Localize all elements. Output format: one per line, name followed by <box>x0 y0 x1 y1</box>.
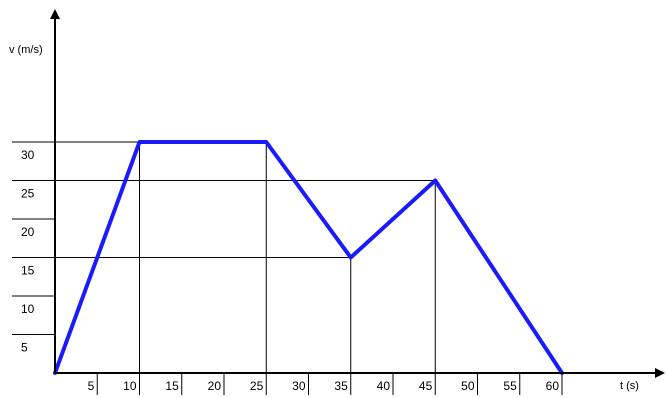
x-tick-label-15: 15 <box>165 379 179 393</box>
x-tick-label-10: 10 <box>123 379 137 393</box>
y-tick-label-15: 15 <box>21 264 35 278</box>
x-tick-label-25: 25 <box>250 379 264 393</box>
y-axis-label: v (m/s) <box>9 44 43 56</box>
x-tick-label-40: 40 <box>377 379 391 393</box>
y-tick-label-25: 25 <box>21 187 35 201</box>
x-tick-label-30: 30 <box>292 379 306 393</box>
reference-lines <box>55 141 436 373</box>
x-tick-label-55: 55 <box>503 379 517 393</box>
x-tick-label-35: 35 <box>334 379 348 393</box>
x-axis-label: t (s) <box>620 380 639 392</box>
x-tick-label-5: 5 <box>88 379 95 393</box>
axis-ticks: 5 10 15 20 25 30 5 10 15 20 25 30 35 40 45 50 55 60 <box>12 141 563 395</box>
y-tick-label-30: 30 <box>21 148 35 162</box>
y-tick-label-20: 20 <box>21 225 35 239</box>
velocity-series-line <box>53 140 564 375</box>
y-tick-label-10: 10 <box>21 302 35 316</box>
x-tick-label-50: 50 <box>461 379 475 393</box>
x-tick-label-60: 60 <box>546 379 560 393</box>
x-tick-label-20: 20 <box>208 379 222 393</box>
x-tick-label-45: 45 <box>419 379 433 393</box>
y-tick-label-5: 5 <box>21 341 28 355</box>
